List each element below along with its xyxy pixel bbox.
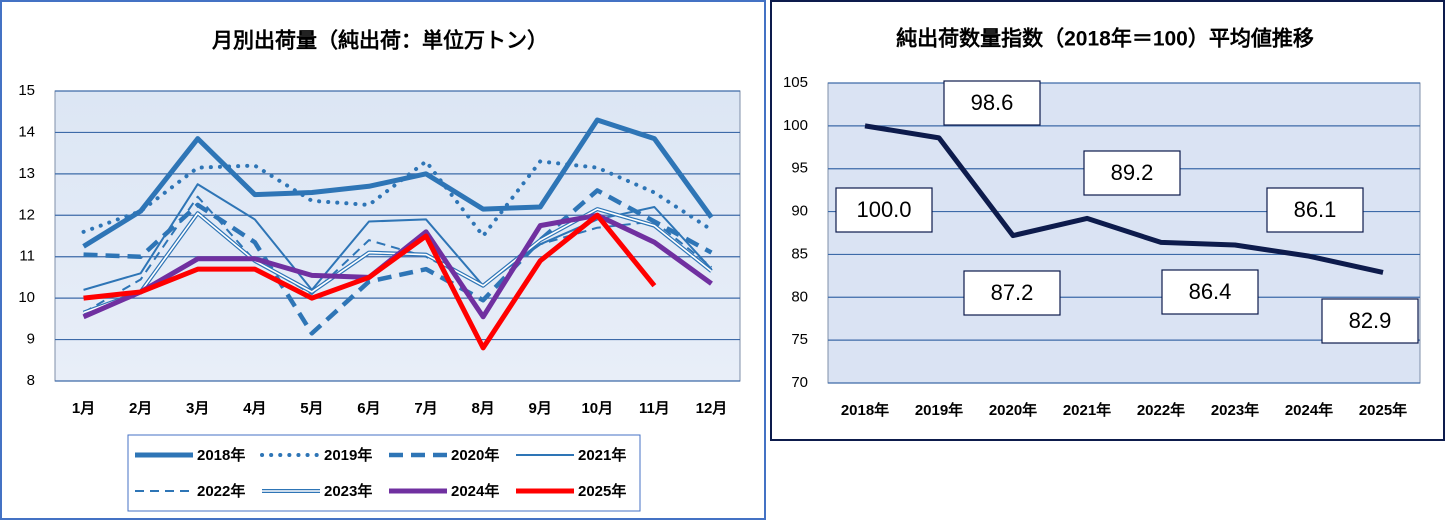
y-tick-label: 12 xyxy=(18,206,35,223)
y-tick-label: 105 xyxy=(783,74,808,91)
series-line xyxy=(82,117,714,249)
x-tick-label: 3月 xyxy=(186,400,209,417)
label-box xyxy=(835,187,933,233)
x-tick-label: 1月 xyxy=(72,400,95,417)
y-tick-label: 85 xyxy=(791,245,808,262)
x-tick-label: 2020年 xyxy=(989,401,1037,419)
data-label: 98.6 xyxy=(971,90,1014,115)
legend xyxy=(127,434,641,512)
label-box xyxy=(1161,269,1259,315)
series-line xyxy=(83,188,713,336)
data-label: 82.9 xyxy=(1349,308,1392,333)
label-box xyxy=(943,80,1041,126)
x-tick-label: 4月 xyxy=(243,400,266,417)
legend-label: 2020年 xyxy=(451,446,499,464)
label-box xyxy=(1321,298,1419,344)
y-tick-label: 9 xyxy=(27,331,35,348)
x-tick-label: 12月 xyxy=(696,400,728,417)
legend-label: 2019年 xyxy=(324,446,372,464)
x-tick-label: 11月 xyxy=(639,400,670,417)
y-tick-label: 80 xyxy=(791,288,808,305)
x-tick-label: 2018年 xyxy=(841,401,889,419)
data-label: 89.2 xyxy=(1111,160,1154,185)
y-tick-label: 15 xyxy=(18,82,35,99)
x-tick-label: 10月 xyxy=(581,400,613,417)
x-tick-label: 2023年 xyxy=(1211,401,1259,419)
label-box xyxy=(1266,187,1364,233)
legend-label: 2024年 xyxy=(451,482,499,500)
x-tick-label: 2022年 xyxy=(1137,401,1185,419)
y-tick-label: 95 xyxy=(791,160,808,177)
x-tick-label: 6月 xyxy=(357,400,380,417)
legend-label: 2021年 xyxy=(578,446,626,464)
y-tick-label: 11 xyxy=(19,248,35,265)
x-tick-label: 5月 xyxy=(300,400,323,417)
y-tick-label: 10 xyxy=(18,289,35,306)
x-tick-label: 2月 xyxy=(129,400,152,417)
label-box xyxy=(1083,150,1181,196)
x-tick-label: 2021年 xyxy=(1063,401,1111,419)
x-tick-label: 2019年 xyxy=(915,401,963,419)
legend-label: 2023年 xyxy=(324,482,372,500)
data-label: 86.4 xyxy=(1189,279,1232,304)
legend-label: 2018年 xyxy=(197,446,245,464)
y-tick-label: 70 xyxy=(791,374,808,391)
y-tick-label: 8 xyxy=(27,372,35,389)
x-tick-label: 2024年 xyxy=(1285,401,1333,419)
y-tick-label: 75 xyxy=(791,331,808,348)
data-label: 100.0 xyxy=(856,197,911,222)
chart-title: 月別出荷量（純出荷：単位万トン） xyxy=(211,29,548,53)
y-tick-label: 90 xyxy=(791,203,808,220)
x-tick-label: 7月 xyxy=(414,400,437,417)
chart-title: 純出荷数量指数（2018年＝100）平均値推移 xyxy=(896,27,1314,51)
label-box xyxy=(963,270,1061,316)
legend-label: 2025年 xyxy=(578,482,626,500)
y-tick-label: 13 xyxy=(18,165,35,182)
legend-label: 2022年 xyxy=(197,482,245,500)
y-tick-label: 14 xyxy=(18,123,35,140)
data-label: 87.2 xyxy=(991,280,1034,305)
series-line xyxy=(83,212,657,351)
data-label: 86.1 xyxy=(1294,197,1337,222)
x-tick-label: 9月 xyxy=(529,400,552,417)
x-tick-label: 2025年 xyxy=(1359,401,1407,419)
y-tick-label: 100 xyxy=(783,117,808,134)
x-tick-label: 8月 xyxy=(471,400,494,417)
series-line xyxy=(864,123,1384,275)
